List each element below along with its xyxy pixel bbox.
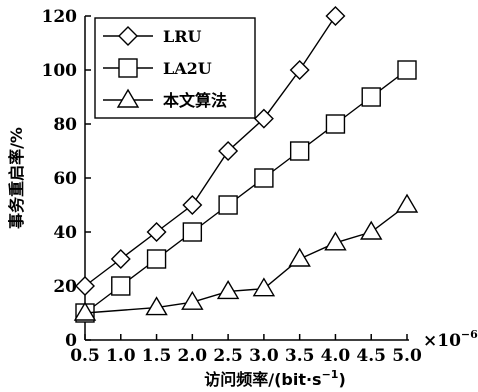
x-tick-label: 2.0	[178, 346, 208, 366]
x-axis-title-close: )	[338, 370, 345, 389]
data-point-square	[111, 276, 131, 296]
y-tick-label: 20	[53, 277, 77, 297]
x-tick-label: 1.5	[142, 346, 172, 366]
x-axis-multiplier: ×10−6	[423, 328, 478, 351]
x-tick-label: 0.5	[70, 346, 100, 366]
series-1	[75, 6, 346, 296]
data-point-square	[325, 114, 346, 134]
x-tick-label: 2.5	[213, 346, 243, 366]
y-tick-label: 100	[42, 61, 78, 81]
legend-item: LA2U	[103, 58, 212, 78]
data-point-triangle	[145, 296, 168, 316]
legend-label: 本文算法	[163, 91, 227, 110]
data-point-square	[289, 141, 310, 161]
x-axis-title-sup: −1	[322, 368, 339, 381]
ticks: 0 20 40 60 80 100 120 0.5 1.0 1.5 2.0 2.5 3.0 3.5 4.0 4…	[42, 7, 422, 366]
y-tick-label: 40	[53, 223, 77, 243]
data-point-square	[182, 222, 203, 242]
data-point-triangle	[395, 193, 419, 213]
data-point-diamond	[182, 195, 203, 215]
legend-marker-diamond	[118, 26, 138, 46]
legend-label: LA2U	[163, 59, 212, 78]
y-axis-title: 事务重启率/%	[7, 127, 26, 229]
x-tick-label: 4.0	[321, 346, 351, 366]
legend-marker-triangle	[116, 88, 140, 108]
series-line	[84, 204, 408, 314]
x-tick-label: 1.0	[106, 346, 136, 366]
legend-marker-square	[118, 58, 138, 78]
x-axis-title-main: 访问频率/(bit·s	[204, 370, 321, 389]
data-point-triangle	[216, 280, 240, 300]
data-point-square	[218, 195, 238, 215]
x-axis-title: 访问频率/(bit·s−1)	[204, 368, 346, 389]
data-point-diamond	[110, 249, 131, 269]
y-tick-label: 60	[53, 169, 77, 189]
series-2	[75, 60, 417, 323]
data-point-diamond	[289, 60, 310, 80]
data-point-triangle	[359, 220, 383, 240]
x-axis-multiplier-base: ×10	[423, 331, 461, 351]
data-point-square	[146, 249, 167, 269]
x-axis-multiplier-exp: −6	[461, 328, 478, 341]
data-point-diamond	[253, 108, 274, 129]
data-point-triangle	[288, 247, 311, 267]
data-point-triangle	[73, 301, 97, 321]
y-tick-label: 0	[65, 331, 77, 351]
data-point-triangle	[324, 231, 347, 251]
data-point-diamond	[218, 141, 239, 161]
data-point-triangle	[252, 277, 276, 297]
series-layer	[73, 6, 419, 323]
data-point-diamond	[325, 6, 346, 26]
data-point-square	[361, 87, 381, 107]
legend-item: 本文算法	[103, 88, 227, 110]
y-tick-label: 80	[53, 115, 77, 135]
data-point-triangle	[181, 290, 204, 310]
y-tick-label: 120	[42, 7, 78, 27]
series-line	[84, 15, 337, 287]
data-point-square	[397, 60, 417, 80]
data-point-diamond	[75, 276, 95, 296]
x-tick-label: 4.5	[356, 346, 386, 366]
legend: LRU LA2U 本文算法	[94, 17, 256, 119]
x-tick-label: 3.5	[285, 346, 315, 366]
series-3	[73, 193, 419, 321]
x-tick-label: 3.0	[249, 346, 279, 366]
data-point-diamond	[146, 222, 167, 242]
series-line	[84, 69, 408, 314]
legend-label: LRU	[163, 27, 202, 46]
legend-item: LRU	[103, 26, 202, 46]
data-point-square	[254, 168, 274, 188]
x-tick-label: 5.0	[392, 346, 422, 366]
